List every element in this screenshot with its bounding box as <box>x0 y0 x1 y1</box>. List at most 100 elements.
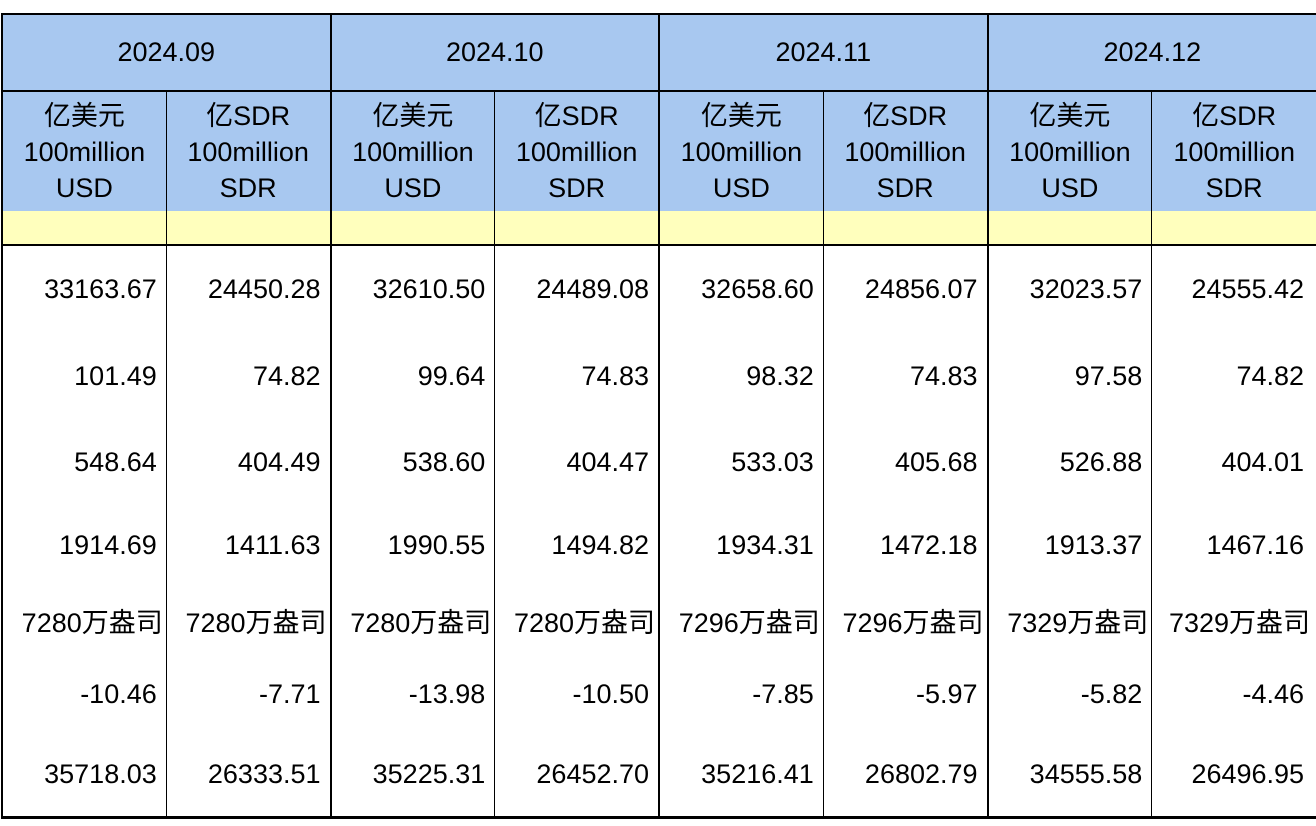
data-cell: -7.71 <box>165 655 331 733</box>
month-header-row: 2024.09 2024.10 2024.11 2024.12 <box>1 13 1316 92</box>
unit-line: SDR <box>1205 172 1263 203</box>
data-cell: 24450.28 <box>165 245 331 333</box>
spacer-cell <box>986 211 1152 246</box>
data-cell: 32658.60 <box>658 245 824 333</box>
unit-line: 亿SDR <box>1192 100 1277 131</box>
unit-line: USD <box>384 172 442 203</box>
data-cell: 26496.95 <box>1151 733 1316 819</box>
unit-line: USD <box>712 172 770 203</box>
data-cell: 24489.08 <box>494 245 660 333</box>
data-cell: -10.50 <box>494 655 660 733</box>
data-cell: 24856.07 <box>822 245 988 333</box>
data-cell: 1914.69 <box>0 505 167 585</box>
data-cell: 7296万盎司 <box>822 585 988 655</box>
unit-line: 亿SDR <box>534 100 619 131</box>
spacer-cell <box>658 211 824 246</box>
data-cell: 34555.58 <box>986 733 1152 819</box>
data-cell: 74.83 <box>822 333 988 419</box>
data-cell: 538.60 <box>329 419 495 505</box>
table-row: 7280万盎司 7280万盎司 7280万盎司 7280万盎司 7296万盎司 … <box>0 585 1316 655</box>
data-cell: 1494.82 <box>494 505 660 585</box>
table-row: 548.64 404.49 538.60 404.47 533.03 405.6… <box>0 419 1316 505</box>
data-cell: 404.01 <box>1151 419 1316 505</box>
unit-line: SDR <box>219 172 277 203</box>
unit-line: USD <box>1041 172 1099 203</box>
data-cell: 548.64 <box>0 419 167 505</box>
unit-line: 亿美元 <box>700 100 782 131</box>
data-cell: -7.85 <box>658 655 824 733</box>
data-cell: 98.32 <box>658 333 824 419</box>
data-cell: 32023.57 <box>986 245 1152 333</box>
month-header-2024-09: 2024.09 <box>1 13 331 92</box>
unit-line: 100million <box>1173 136 1295 167</box>
spacer-cell <box>329 211 495 246</box>
unit-line: 100million <box>352 136 474 167</box>
data-cell: -5.82 <box>986 655 1152 733</box>
data-cell: 7329万盎司 <box>1151 585 1316 655</box>
spacer-cell <box>165 211 331 246</box>
data-cell: 35225.31 <box>329 733 495 819</box>
data-cell: 1411.63 <box>165 505 331 585</box>
unit-line: 亿SDR <box>206 100 291 131</box>
spacer-cell <box>1151 211 1316 246</box>
unit-header-usd: 亿美元 100million USD <box>0 91 167 211</box>
table-row: 35718.03 26333.51 35225.31 26452.70 3521… <box>0 733 1316 819</box>
unit-line: 100million <box>23 136 146 167</box>
data-cell: 7296万盎司 <box>658 585 824 655</box>
month-header-2024-10: 2024.10 <box>329 13 660 92</box>
data-cell: 99.64 <box>329 333 495 419</box>
data-cell: 35216.41 <box>658 733 824 819</box>
data-cell: 404.49 <box>165 419 331 505</box>
data-cell: 74.82 <box>165 333 331 419</box>
unit-line: SDR <box>548 172 606 203</box>
data-cell: 7329万盎司 <box>986 585 1152 655</box>
data-cell: 533.03 <box>658 419 824 505</box>
data-cell: -4.46 <box>1151 655 1316 733</box>
data-cell: 26333.51 <box>165 733 331 819</box>
unit-header-usd: 亿美元 100million USD <box>658 91 824 211</box>
data-cell: 33163.67 <box>0 245 167 333</box>
data-cell: 35718.03 <box>0 733 167 819</box>
data-cell: -5.97 <box>822 655 988 733</box>
data-cell: 26452.70 <box>494 733 660 819</box>
table-row: 1914.69 1411.63 1990.55 1494.82 1934.31 … <box>0 505 1316 585</box>
unit-header-usd: 亿美元 100million USD <box>329 91 495 211</box>
month-header-2024-12: 2024.12 <box>986 13 1316 92</box>
spacer-cell <box>0 211 167 246</box>
unit-line: 100million <box>680 136 803 167</box>
unit-line: 100million <box>515 136 638 167</box>
data-cell: 7280万盎司 <box>165 585 331 655</box>
data-cell: 1990.55 <box>329 505 495 585</box>
unit-line: 100million <box>187 136 309 167</box>
data-cell: 7280万盎司 <box>329 585 495 655</box>
data-cell: 7280万盎司 <box>494 585 660 655</box>
data-cell: 97.58 <box>986 333 1152 419</box>
data-cell: 1472.18 <box>822 505 988 585</box>
unit-header-usd: 亿美元 100million USD <box>986 91 1152 211</box>
unit-header-sdr: 亿SDR 100million SDR <box>822 91 988 211</box>
data-cell: 101.49 <box>0 333 167 419</box>
unit-header-sdr: 亿SDR 100million SDR <box>165 91 331 211</box>
unit-header-sdr: 亿SDR 100million SDR <box>494 91 660 211</box>
unit-header-row: 亿美元 100million USD 亿SDR 100million SDR 亿… <box>0 91 1316 211</box>
data-cell: -10.46 <box>0 655 167 733</box>
table-row: 33163.67 24450.28 32610.50 24489.08 3265… <box>0 245 1316 333</box>
unit-line: 亿美元 <box>372 100 454 131</box>
unit-line: 100million <box>844 136 966 167</box>
data-cell: 24555.42 <box>1151 245 1316 333</box>
data-cell: 74.83 <box>494 333 660 419</box>
spacer-cell <box>822 211 988 246</box>
data-cell: 26802.79 <box>822 733 988 819</box>
table-row: -10.46 -7.71 -13.98 -10.50 -7.85 -5.97 -… <box>0 655 1316 733</box>
spacer-band-row <box>0 211 1316 246</box>
data-cell: 1467.16 <box>1151 505 1316 585</box>
data-cell: 405.68 <box>822 419 988 505</box>
spacer-cell <box>494 211 660 246</box>
data-cell: 7280万盎司 <box>0 585 167 655</box>
unit-header-sdr: 亿SDR 100million SDR <box>1151 91 1316 211</box>
data-cell: -13.98 <box>329 655 495 733</box>
unit-line: 亿美元 <box>1029 100 1111 131</box>
unit-line: 亿美元 <box>43 100 125 131</box>
data-cell: 404.47 <box>494 419 660 505</box>
